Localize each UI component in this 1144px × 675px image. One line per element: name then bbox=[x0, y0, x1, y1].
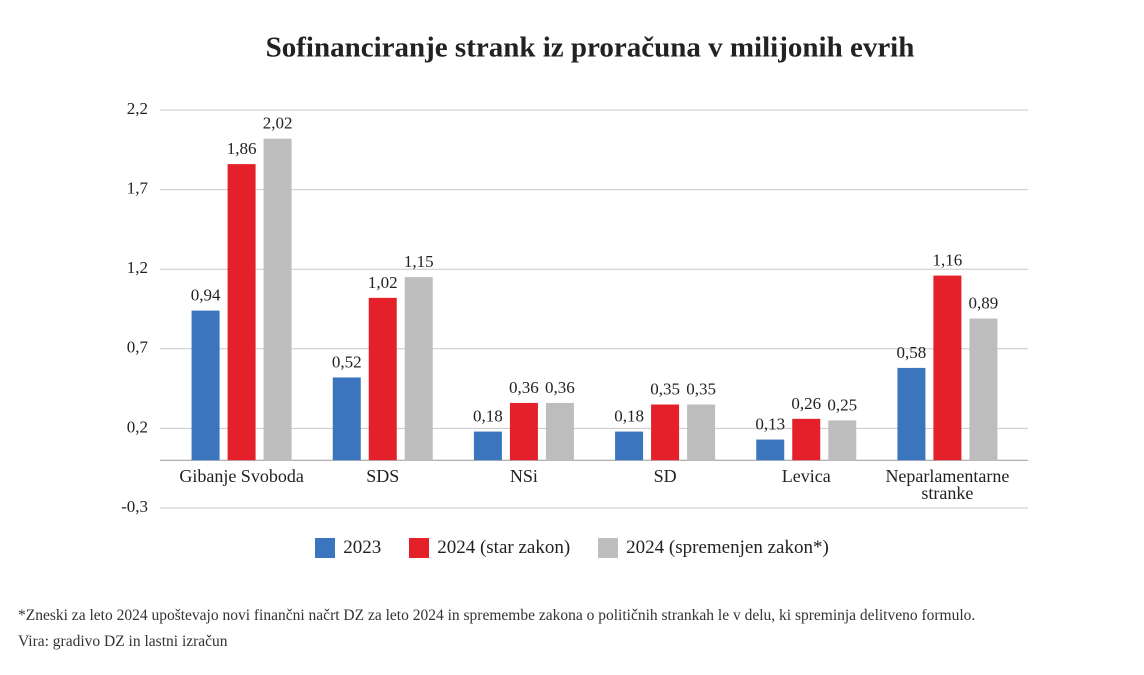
value-label: 0,35 bbox=[686, 379, 716, 398]
source: Vira: gradivo DZ in lastni izračun bbox=[18, 633, 228, 650]
legend-label: 2023 bbox=[343, 537, 382, 558]
bar bbox=[368, 297, 397, 461]
x-tick-label: Neparlamentarne stranke bbox=[885, 466, 1010, 504]
bar bbox=[933, 275, 962, 461]
value-label: 1,86 bbox=[227, 139, 257, 158]
legend-swatch bbox=[409, 538, 430, 558]
bar bbox=[969, 318, 998, 461]
bar bbox=[651, 404, 680, 461]
legend-item: 2024 (star zakon) bbox=[409, 537, 570, 559]
bar bbox=[404, 277, 433, 461]
bar bbox=[828, 420, 857, 461]
bar bbox=[191, 310, 220, 461]
bar bbox=[792, 418, 821, 461]
y-tick-label: 1,2 bbox=[127, 258, 148, 277]
value-label: 0,35 bbox=[650, 379, 680, 398]
bar bbox=[473, 431, 502, 461]
footnote: *Zneski za leto 2024 upoštevajo novi fin… bbox=[18, 607, 976, 624]
value-label: 1,15 bbox=[404, 252, 434, 271]
legend-swatch bbox=[598, 538, 619, 558]
bar bbox=[756, 439, 785, 461]
value-label: 0,36 bbox=[509, 378, 539, 397]
x-tick-label: NSi bbox=[509, 466, 538, 487]
y-tick-label: 0,7 bbox=[127, 338, 149, 357]
value-label: 0,58 bbox=[897, 343, 927, 362]
x-tick-label: SDS bbox=[366, 466, 400, 487]
bar bbox=[332, 377, 361, 461]
value-label: 1,16 bbox=[933, 250, 963, 269]
x-tick-label: SD bbox=[653, 466, 677, 487]
bar bbox=[615, 431, 644, 461]
value-label: 2,02 bbox=[263, 114, 293, 133]
y-tick-label: 0,2 bbox=[127, 417, 148, 436]
value-label: 0,89 bbox=[969, 293, 999, 312]
bar bbox=[509, 402, 538, 461]
value-label: 0,25 bbox=[827, 395, 857, 414]
y-tick-label: 2,2 bbox=[127, 99, 148, 118]
x-tick-label: Gibanje Svoboda bbox=[179, 466, 304, 487]
legend: 2023 2024 (star zakon) 2024 (spremenjen za… bbox=[0, 537, 1144, 559]
legend-label: 2024 (spremenjen zakon*) bbox=[626, 537, 829, 558]
bar bbox=[545, 402, 574, 461]
value-label: 0,18 bbox=[473, 406, 503, 425]
value-label: 0,94 bbox=[191, 285, 221, 304]
value-label: 0,52 bbox=[332, 352, 362, 371]
chart-title: Sofinanciranje strank iz proračuna v mil… bbox=[266, 32, 915, 64]
bar bbox=[687, 404, 716, 461]
y-tick-label: 1,7 bbox=[127, 179, 149, 198]
value-label: 1,02 bbox=[368, 273, 398, 292]
bar bbox=[227, 164, 256, 461]
value-label: 0,13 bbox=[755, 414, 785, 433]
legend-item: 2024 (spremenjen zakon*) bbox=[598, 537, 829, 559]
bar bbox=[897, 367, 926, 461]
legend-label: 2024 (star zakon) bbox=[437, 537, 571, 558]
y-tick-label: -0,3 bbox=[121, 497, 148, 516]
value-label: 0,18 bbox=[614, 406, 644, 425]
value-label: 0,36 bbox=[545, 378, 575, 397]
x-tick-label: Levica bbox=[781, 466, 831, 487]
legend-swatch bbox=[315, 538, 336, 558]
value-label: 0,26 bbox=[791, 394, 821, 413]
legend-item: 2023 bbox=[315, 537, 381, 559]
bar bbox=[263, 138, 292, 461]
